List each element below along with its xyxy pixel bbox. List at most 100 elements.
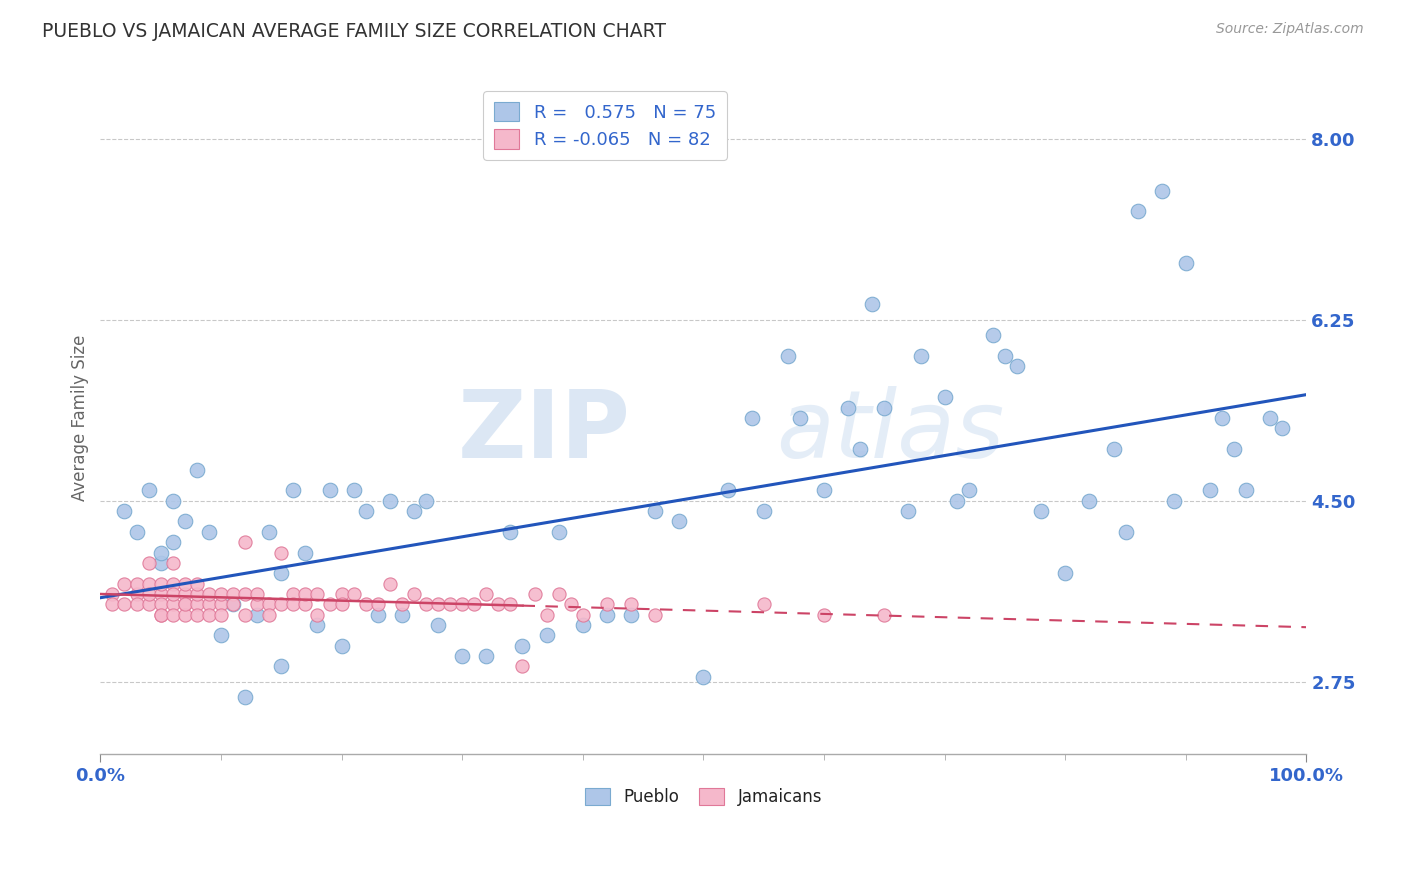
- Point: [294, 545, 316, 559]
- Point: [198, 587, 221, 601]
- Point: [162, 597, 184, 611]
- Y-axis label: Average Family Size: Average Family Size: [72, 334, 89, 501]
- Point: [294, 587, 316, 601]
- Point: [873, 607, 896, 622]
- Point: [475, 587, 498, 601]
- Point: [209, 607, 232, 622]
- Point: [1174, 256, 1197, 270]
- Text: atlas: atlas: [776, 386, 1004, 477]
- Point: [270, 545, 292, 559]
- Point: [270, 659, 292, 673]
- Point: [222, 587, 245, 601]
- Point: [536, 628, 558, 642]
- Point: [620, 597, 643, 611]
- Point: [283, 597, 305, 611]
- Point: [596, 597, 619, 611]
- Point: [343, 587, 366, 601]
- Point: [209, 597, 232, 611]
- Point: [475, 648, 498, 663]
- Point: [149, 545, 172, 559]
- Point: [910, 349, 932, 363]
- Point: [343, 483, 366, 498]
- Point: [173, 515, 195, 529]
- Point: [125, 576, 148, 591]
- Point: [752, 597, 775, 611]
- Point: [149, 607, 172, 622]
- Point: [101, 597, 124, 611]
- Point: [620, 607, 643, 622]
- Point: [318, 483, 340, 498]
- Point: [1005, 359, 1028, 374]
- Point: [378, 576, 401, 591]
- Point: [125, 587, 148, 601]
- Point: [547, 524, 569, 539]
- Point: [114, 504, 136, 518]
- Point: [1126, 204, 1149, 219]
- Point: [149, 576, 172, 591]
- Point: [162, 556, 184, 570]
- Point: [716, 483, 738, 498]
- Point: [486, 597, 509, 611]
- Point: [402, 587, 425, 601]
- Point: [125, 597, 148, 611]
- Point: [1271, 421, 1294, 435]
- Point: [138, 556, 160, 570]
- Point: [307, 618, 329, 632]
- Point: [1115, 524, 1137, 539]
- Point: [1223, 442, 1246, 456]
- Point: [837, 401, 859, 415]
- Point: [149, 607, 172, 622]
- Point: [149, 597, 172, 611]
- Point: [776, 349, 799, 363]
- Point: [572, 618, 595, 632]
- Point: [283, 587, 305, 601]
- Point: [307, 607, 329, 622]
- Point: [499, 597, 522, 611]
- Point: [257, 597, 280, 611]
- Point: [451, 597, 474, 611]
- Point: [789, 411, 811, 425]
- Point: [149, 556, 172, 570]
- Point: [198, 607, 221, 622]
- Point: [391, 607, 413, 622]
- Point: [186, 576, 208, 591]
- Point: [114, 597, 136, 611]
- Point: [523, 587, 546, 601]
- Point: [378, 493, 401, 508]
- Point: [257, 607, 280, 622]
- Point: [233, 535, 256, 549]
- Point: [451, 648, 474, 663]
- Point: [186, 463, 208, 477]
- Text: Source: ZipAtlas.com: Source: ZipAtlas.com: [1216, 22, 1364, 37]
- Point: [1054, 566, 1077, 581]
- Point: [1029, 504, 1052, 518]
- Point: [162, 607, 184, 622]
- Point: [512, 639, 534, 653]
- Point: [186, 607, 208, 622]
- Point: [536, 607, 558, 622]
- Point: [114, 576, 136, 591]
- Point: [162, 493, 184, 508]
- Point: [860, 297, 883, 311]
- Point: [354, 597, 377, 611]
- Point: [1163, 493, 1185, 508]
- Point: [330, 597, 353, 611]
- Point: [198, 597, 221, 611]
- Point: [1102, 442, 1125, 456]
- Point: [752, 504, 775, 518]
- Point: [101, 587, 124, 601]
- Point: [873, 401, 896, 415]
- Point: [692, 670, 714, 684]
- Point: [138, 597, 160, 611]
- Point: [330, 639, 353, 653]
- Point: [283, 483, 305, 498]
- Point: [1258, 411, 1281, 425]
- Point: [294, 597, 316, 611]
- Point: [741, 411, 763, 425]
- Point: [173, 597, 195, 611]
- Point: [415, 597, 437, 611]
- Point: [1211, 411, 1233, 425]
- Point: [233, 607, 256, 622]
- Point: [439, 597, 461, 611]
- Point: [246, 607, 269, 622]
